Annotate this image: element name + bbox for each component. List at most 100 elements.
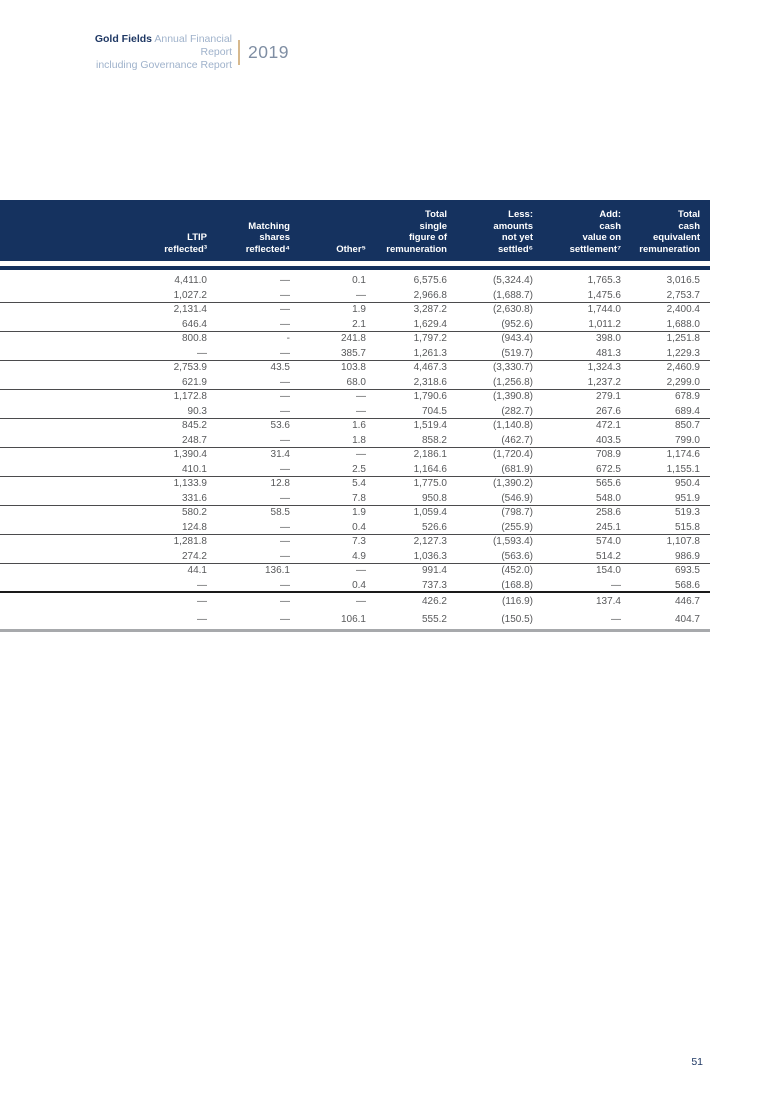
cell: — bbox=[280, 405, 290, 417]
report-year: 2019 bbox=[248, 42, 289, 62]
cell: (282.7) bbox=[501, 405, 533, 417]
cell: — bbox=[280, 304, 290, 315]
cell: 565.6 bbox=[595, 478, 621, 489]
cell: - bbox=[286, 333, 290, 344]
cell: (5,324.4) bbox=[492, 275, 533, 286]
cell: 1,133.9 bbox=[173, 478, 207, 489]
cell: 446.7 bbox=[674, 596, 700, 607]
cell: 1.8 bbox=[352, 434, 366, 446]
cell: 1,237.2 bbox=[587, 376, 621, 388]
cell: 1,475.6 bbox=[587, 289, 621, 301]
table-row: 4,411.0 — 0.1 6,575.6 (5,324.4) 1,765.3 3,016.… bbox=[0, 274, 710, 289]
cell: 555.2 bbox=[421, 614, 447, 625]
table-row: 621.9 — 68.0 2,318.6 (1,256.8) 1,237.2 2,299.0 bbox=[0, 376, 710, 390]
cell: (2,630.8) bbox=[492, 304, 533, 315]
cell: (1,256.8) bbox=[492, 376, 533, 388]
cell: — bbox=[356, 596, 366, 607]
cell: 12.8 bbox=[270, 478, 290, 489]
cell: — bbox=[356, 289, 366, 301]
cell: 279.1 bbox=[595, 391, 621, 402]
cell: — bbox=[280, 550, 290, 562]
cell: — bbox=[611, 614, 621, 625]
cell: (1,593.4) bbox=[492, 536, 533, 547]
cell: (1,390.2) bbox=[492, 478, 533, 489]
cell: — bbox=[356, 405, 366, 417]
cell: 737.3 bbox=[421, 579, 447, 591]
cell: 106.1 bbox=[340, 614, 366, 625]
cell: (798.7) bbox=[501, 507, 533, 518]
cell: (452.0) bbox=[501, 565, 533, 576]
cell: 1,797.2 bbox=[413, 333, 447, 344]
table-row: 1,133.9 12.8 5.4 1,775.0 (1,390.2) 565.6 950.4 bbox=[0, 477, 710, 492]
cell: — bbox=[280, 536, 290, 547]
cell: 1,765.3 bbox=[587, 275, 621, 286]
cell: 258.6 bbox=[595, 507, 621, 518]
cell: — bbox=[280, 579, 290, 591]
cell: — bbox=[356, 449, 366, 460]
cell: 403.5 bbox=[595, 434, 621, 446]
table-row: 2,131.4 — 1.9 3,287.2 (2,630.8) 1,744.0 2,400.… bbox=[0, 303, 710, 318]
column-header-total-single-figure: Total single figure of remuneration bbox=[386, 209, 447, 255]
column-header-matching-shares: Matching shares reflected⁴ bbox=[245, 220, 290, 255]
cell: 3,287.2 bbox=[413, 304, 447, 315]
table-row: 1,281.8 — 7.3 2,127.3 (1,593.4) 574.0 1,107.8 bbox=[0, 535, 710, 550]
cell: — bbox=[280, 391, 290, 402]
table-row: 248.7 — 1.8 858.2 (462.7) 403.5 799.0 bbox=[0, 434, 710, 448]
table-row: 845.2 53.6 1.6 1,519.4 (1,140.8) 472.1 850.7 bbox=[0, 419, 710, 434]
cell: 267.6 bbox=[595, 405, 621, 417]
cell: 986.9 bbox=[674, 550, 700, 562]
cell: 1,059.4 bbox=[413, 507, 447, 518]
cell: (168.8) bbox=[501, 579, 533, 591]
cell: 799.0 bbox=[674, 434, 700, 446]
cell: (1,688.7) bbox=[492, 289, 533, 301]
cell: 245.1 bbox=[595, 521, 621, 533]
cell: 1.6 bbox=[352, 420, 366, 431]
cell: 1,172.8 bbox=[173, 391, 207, 402]
cell: 136.1 bbox=[264, 565, 290, 576]
cell: 426.2 bbox=[421, 596, 447, 607]
cell: 398.0 bbox=[595, 333, 621, 344]
cell: 519.3 bbox=[674, 507, 700, 518]
cell: 2,318.6 bbox=[413, 376, 447, 388]
cell: 704.5 bbox=[421, 405, 447, 417]
cell: 580.2 bbox=[181, 507, 207, 518]
cell: 800.8 bbox=[181, 333, 207, 344]
cell: 1,281.8 bbox=[173, 536, 207, 547]
cell: 1,688.0 bbox=[666, 318, 700, 330]
page-number: 51 bbox=[691, 1056, 703, 1068]
table-row: — — 106.1 555.2 (150.5) — 404.7 bbox=[0, 611, 710, 629]
cell: 548.0 bbox=[595, 492, 621, 504]
cell: 44.1 bbox=[187, 565, 207, 576]
table-row: 2,753.9 43.5 103.8 4,467.3 (3,330.7) 1,324.3 2… bbox=[0, 361, 710, 376]
table-body: 4,411.0 — 0.1 6,575.6 (5,324.4) 1,765.3 3,016.… bbox=[0, 270, 710, 632]
cell: 4,411.0 bbox=[174, 275, 207, 286]
cell: 0.4 bbox=[352, 579, 366, 591]
cell: — bbox=[356, 565, 366, 576]
cell: 2,966.8 bbox=[413, 289, 447, 301]
cell: 7.3 bbox=[352, 536, 366, 547]
cell: 1,174.6 bbox=[666, 449, 700, 460]
cell: 845.2 bbox=[181, 420, 207, 431]
cell: 2,753.9 bbox=[173, 362, 207, 373]
cell: 6,575.6 bbox=[413, 275, 447, 286]
cell: — bbox=[280, 376, 290, 388]
cell: — bbox=[280, 347, 290, 359]
cell: (519.7) bbox=[501, 347, 533, 359]
cell: 2.5 bbox=[352, 463, 366, 475]
cell: 331.6 bbox=[181, 492, 207, 504]
cell: 248.7 bbox=[181, 434, 207, 446]
cell: 2,400.4 bbox=[666, 304, 700, 315]
cell: 689.4 bbox=[674, 405, 700, 417]
cell: 481.3 bbox=[595, 347, 621, 359]
cell: 858.2 bbox=[421, 434, 447, 446]
cell: 1,107.8 bbox=[666, 536, 700, 547]
column-header-other: Other⁵ bbox=[336, 243, 366, 255]
cell: 103.8 bbox=[340, 362, 366, 373]
cell: 514.2 bbox=[595, 550, 621, 562]
table-row: 646.4 — 2.1 1,629.4 (952.6) 1,011.2 1,688.0 bbox=[0, 318, 710, 332]
cell: — bbox=[280, 434, 290, 446]
table-row: 331.6 — 7.8 950.8 (546.9) 548.0 951.9 bbox=[0, 492, 710, 506]
cell: 472.1 bbox=[595, 420, 621, 431]
cell: 991.4 bbox=[421, 565, 447, 576]
cell: 4,467.3 bbox=[413, 362, 447, 373]
